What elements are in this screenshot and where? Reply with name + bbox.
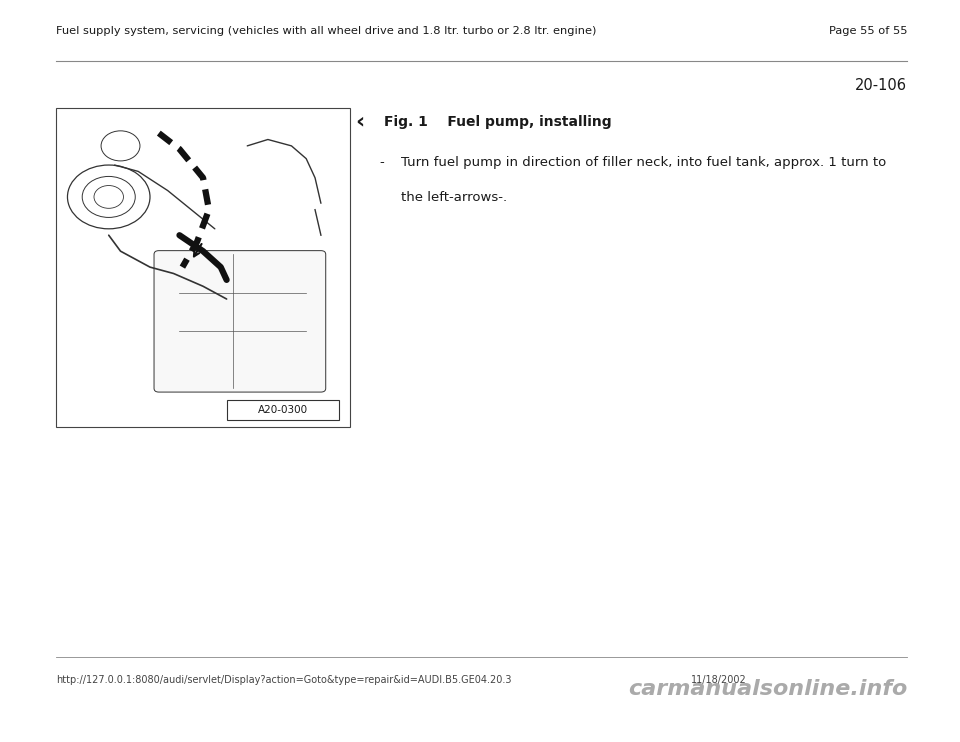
Text: Fuel supply system, servicing (vehicles with all wheel drive and 1.8 ltr. turbo : Fuel supply system, servicing (vehicles … xyxy=(56,26,596,36)
Text: Page 55 of 55: Page 55 of 55 xyxy=(828,26,907,36)
Text: Turn fuel pump in direction of filler neck, into fuel tank, approx. 1 turn to: Turn fuel pump in direction of filler ne… xyxy=(401,156,886,169)
Text: ‹: ‹ xyxy=(355,111,365,131)
FancyBboxPatch shape xyxy=(154,251,325,392)
Text: Fig. 1    Fuel pump, installing: Fig. 1 Fuel pump, installing xyxy=(384,115,612,129)
Text: http://127.0.0.1:8080/audi/servlet/Display?action=Goto&type=repair&id=AUDI.B5.GE: http://127.0.0.1:8080/audi/servlet/Displ… xyxy=(56,675,511,685)
Text: the left-arrows-.: the left-arrows-. xyxy=(401,191,508,205)
Text: 11/18/2002: 11/18/2002 xyxy=(691,675,747,685)
Text: 20-106: 20-106 xyxy=(855,78,907,93)
Text: A20-0300: A20-0300 xyxy=(257,405,307,415)
Text: carmanualsonline.info: carmanualsonline.info xyxy=(628,679,907,699)
Bar xyxy=(56,108,350,427)
Text: -: - xyxy=(379,156,384,169)
Bar xyxy=(227,399,339,420)
